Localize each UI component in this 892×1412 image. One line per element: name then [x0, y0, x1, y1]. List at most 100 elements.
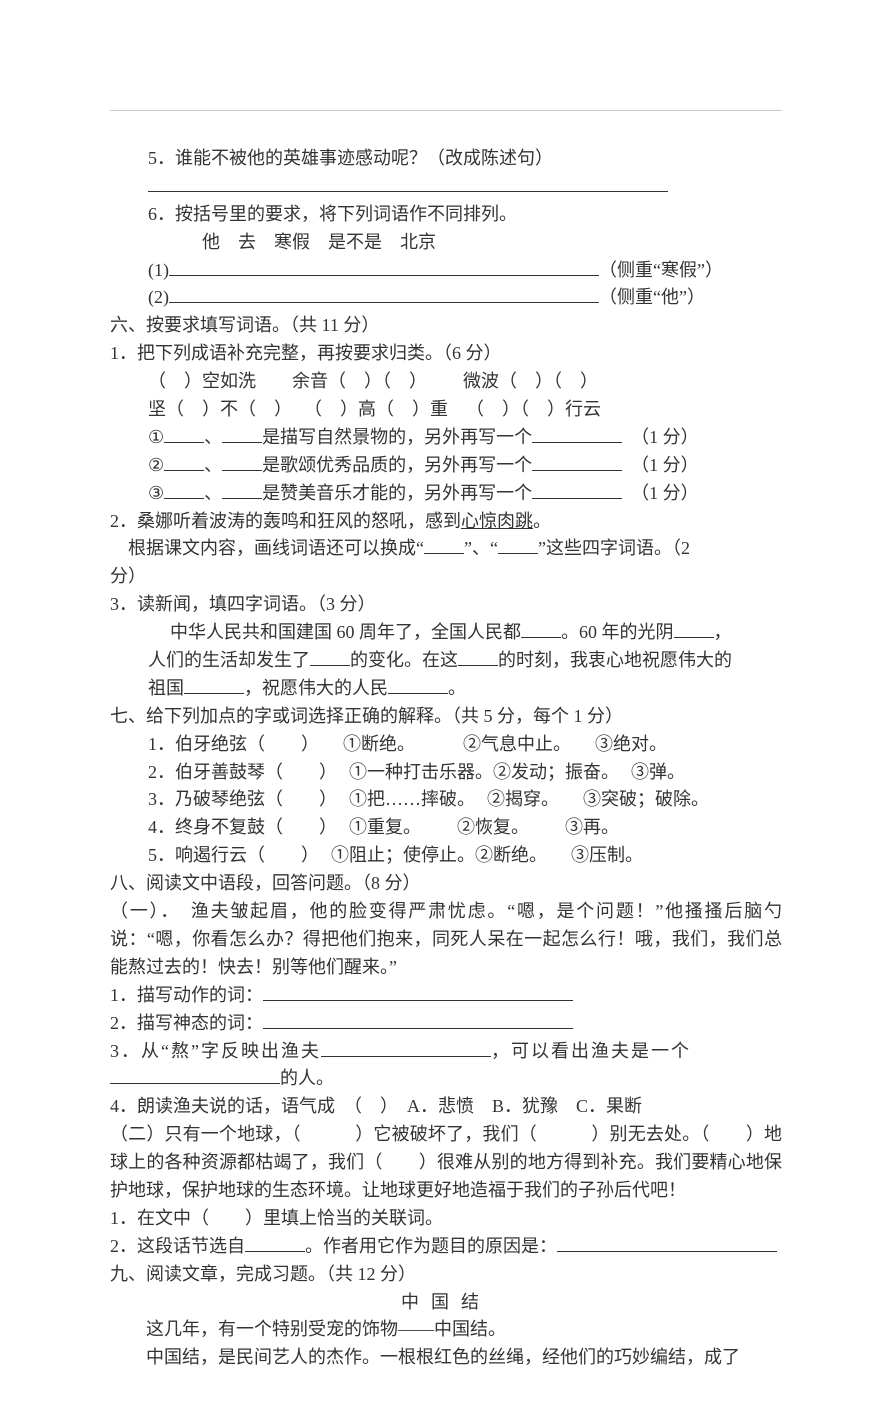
- cat2-text: 是歌颂优秀品质的，另外再写一个: [262, 455, 532, 475]
- s8-q1: 1．描写动作的词：: [110, 982, 782, 1010]
- p3-t1b: 。60 年的光阴: [561, 622, 674, 642]
- s8-q3-line2: 的人。: [110, 1065, 782, 1093]
- s9-p1-text: 这几年，有一个特别受宠的饰物——中国结。: [146, 1319, 506, 1339]
- p2-period: 。: [533, 511, 551, 531]
- r5d: ②断绝。: [475, 845, 547, 865]
- s8-q4: 4．朗读渔夫说的话，语气成 （ ） A．悲愤 B．犹豫 C．果断: [110, 1093, 782, 1121]
- s7-row-2: 2．伯牙善鼓琴（）①一种打击乐器。②发动；振奋。③弹。: [110, 759, 782, 787]
- q6-opt2-hint: （侧重“他”）: [599, 287, 705, 307]
- s7-row-4: 4．终身不复鼓（ ） ①重复。 ②恢复。 ③再。: [110, 814, 782, 842]
- s6-p3-lead: 3．读新闻，填四字词语。（3 分）: [110, 591, 782, 619]
- cat1-text: 是描写自然景物的，另外再写一个: [262, 427, 532, 447]
- r1b: ）: [301, 734, 319, 754]
- s8-q1-label: 1．描写动作的词：: [110, 985, 263, 1005]
- p2-2a: 根据课文内容，画线词语还可以换成“: [128, 538, 424, 558]
- p3-t2b: 的变化。在这: [350, 650, 458, 670]
- s6-p1-cat1: ①、是描写自然景物的，另外再写一个 （1 分）: [110, 424, 782, 452]
- q6-opt2: (2) （侧重“他”）: [110, 284, 782, 312]
- cat2-mark: ②: [148, 455, 164, 475]
- idiom-3: 微波（ ）（ ）: [463, 371, 598, 391]
- exam-page: 5．谁能不被他的英雄事迹感动呢？（改成陈述句） 6．按括号里的要求，将下列词语作…: [0, 0, 892, 1412]
- r2b: ）: [319, 762, 337, 782]
- idiom-2: 余音（ ）（ ）: [292, 371, 427, 391]
- r3b: ）: [319, 789, 337, 809]
- r3a: 3．乃破琴绝弦（: [148, 789, 283, 809]
- r1c: ①断绝。: [343, 734, 415, 754]
- s8-para: （一）． 渔夫皱起眉，他的脸变得严肃忧虑。“嗯，是个问题！”他搔搔后脑勺说：“嗯…: [110, 898, 782, 982]
- s7-row-3: 3．乃破琴绝弦（ ） ①把……摔破。 ②揭穿。 ③突破；破除。: [110, 786, 782, 814]
- s7-row-1: 1．伯牙绝弦（ ） ①断绝。 ②气息中止。 ③绝对。: [110, 731, 782, 759]
- s8-q3b: ，可以看出渔夫是一个: [491, 1041, 691, 1061]
- cat3-mark: ③: [148, 483, 164, 503]
- r3c: ①把……摔破。: [349, 789, 475, 809]
- s8-q2: 2．描写神态的词：: [110, 1010, 782, 1038]
- s7-title: 七、给下列加点的字或词选择正确的解释。（共 5 分，每个 1 分）: [110, 703, 782, 731]
- idiom-1: （ ）空如洗: [148, 371, 256, 391]
- r2e: ③弹。: [631, 762, 685, 782]
- q6-opt1-hint: （侧重“寒假”）: [599, 260, 723, 280]
- q6-opt1-prefix: (1): [148, 260, 169, 280]
- r3e: ③突破；破除。: [583, 789, 709, 809]
- r5c: ①阻止；使停止。: [331, 845, 475, 865]
- q6-words: 他 去 寒假 是不是 北京: [110, 229, 782, 257]
- s6-p1-lead: 1．把下列成语补充完整，再按要求归类。（6 分）: [110, 340, 782, 368]
- cat2-score: （1 分）: [640, 455, 699, 475]
- p3-t3a: 祖国: [148, 678, 184, 698]
- s6-p3-t1: 中华人民共和国建国 60 周年了，全国人民都 。60 年的光阴 ，: [110, 619, 782, 647]
- r1e: ③绝对。: [595, 734, 667, 754]
- s8-q3a: 3．从“熬”字反映出渔夫: [110, 1041, 321, 1061]
- q6-opt1: (1) （侧重“寒假”）: [110, 257, 782, 285]
- s6-p3-t3: 祖国 ，祝愿伟大的人民 。: [110, 675, 782, 703]
- p3-t3b: ，祝愿伟大的人民: [244, 678, 388, 698]
- s6-p2-l2: 根据课文内容，画线词语还可以换成“”、“”这些四字词语。（2: [110, 535, 782, 563]
- s6-p2-l3: 分）: [110, 563, 782, 591]
- s8-q3c: 的人。: [280, 1068, 334, 1088]
- p3-t1a: 中华人民共和国建国 60 周年了，全国人民都: [170, 622, 521, 642]
- r5a: 5．响遏行云（: [148, 845, 265, 865]
- r2c: ①一种打击乐器。: [349, 762, 493, 782]
- s9-p1: 这几年，有一个特别受宠的饰物——中国结。: [110, 1316, 782, 1344]
- cat1-mark: ①: [148, 427, 164, 447]
- q5-answer-line: [110, 173, 782, 201]
- cat1-sep: 、: [204, 427, 222, 447]
- r4d: ②恢复。: [457, 817, 529, 837]
- s6-p1-row2: 坚（ ）不（ ） （ ）高（ ）重 （ ）（ ）行云: [110, 396, 782, 424]
- idiom-5: （ ）高（ ）重: [304, 399, 448, 419]
- r1d: ②气息中止。: [463, 734, 571, 754]
- p3-t2a: 人们的生活却发生了: [148, 650, 310, 670]
- r4c: ①重复。: [349, 817, 421, 837]
- cat3-sep: 、: [204, 483, 222, 503]
- s7-row-5: 5．响遏行云（ ） ①阻止；使停止。②断绝。 ③压制。: [110, 842, 782, 870]
- s8-title: 八、阅读文中语段，回答问题。（8 分）: [110, 870, 782, 898]
- s6-title: 六、按要求填写词语。（共 11 分）: [110, 312, 782, 340]
- p3-t1c: ，: [714, 622, 732, 642]
- top-rule: [110, 110, 782, 111]
- r4b: ）: [319, 817, 337, 837]
- p2-lead: 2．桑娜听着波涛的轰鸣和狂风的怒吼，感到: [110, 511, 461, 531]
- cat3-text: 是赞美音乐才能的，另外再写一个: [262, 483, 532, 503]
- p3-t3c: 。: [448, 678, 466, 698]
- idiom-6: （ ）（ ）行云: [466, 399, 601, 419]
- r4a: 4．终身不复鼓（: [148, 817, 283, 837]
- r5e: ③压制。: [571, 845, 643, 865]
- p2-underline: 心惊肉跳: [461, 511, 533, 531]
- cat3-score: （1 分）: [640, 483, 699, 503]
- s8-q2-2a: 2．这段话节选自: [110, 1236, 245, 1256]
- r3d: ②揭穿。: [487, 789, 559, 809]
- s8-q2-label: 2．描写神态的词：: [110, 1013, 263, 1033]
- s8-p2: （二）只有一个地球，（ ）它被破坏了，我们（ ）别无去处。（ ）地球上的各种资源…: [110, 1121, 782, 1205]
- s6-p2-l1: 2．桑娜听着波涛的轰鸣和狂风的怒吼，感到心惊肉跳。: [110, 508, 782, 536]
- q6-lead: 6．按括号里的要求，将下列词语作不同排列。: [110, 201, 782, 229]
- r4e: ③再。: [565, 817, 619, 837]
- q6-opt2-prefix: (2): [148, 287, 169, 307]
- r2d: ②发动；振奋。: [493, 762, 619, 782]
- s6-p1-cat2: ②、是歌颂优秀品质的，另外再写一个 （1 分）: [110, 452, 782, 480]
- p2-2c: ”这些四字词语。（2: [538, 538, 690, 558]
- idiom-4: 坚（ ）不（ ）: [148, 399, 292, 419]
- s8-q2-2b: 。作者用它作为题目的原因是：: [305, 1236, 557, 1256]
- s6-p1-row1: （ ）空如洗 余音（ ）（ ） 微波（ ）（ ）: [110, 368, 782, 396]
- s8-q2-2: 2．这段话节选自 。作者用它作为题目的原因是：: [110, 1233, 782, 1261]
- r5b: ）: [301, 845, 319, 865]
- q5-line: 5．谁能不被他的英雄事迹感动呢？（改成陈述句）: [110, 145, 782, 173]
- r1a: 1．伯牙绝弦（: [148, 734, 265, 754]
